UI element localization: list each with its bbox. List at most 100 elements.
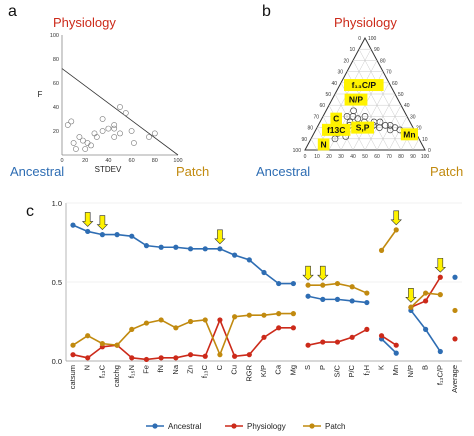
panel-b-grid-line [412,138,420,151]
panel-a-scatter: 0 20 40 60 80 100 20 40 60 80 100 STDEV F [38,33,183,174]
panel-a-point [93,134,100,140]
panel-a-x-tick: 20 [82,158,88,164]
panel-a-point [88,142,94,149]
panel-c-series-line-physiology [72,317,294,361]
panel-c-point-ancestral [143,243,150,249]
panel-c-arrow-marker [390,210,402,226]
panel-c-series-line-ancestral [380,338,397,354]
panel-c-point-ancestral [364,299,370,306]
panel-b-left-tick: 20 [343,58,349,64]
panel-c-series-line-patch [72,312,294,357]
panel-c-letter: c [26,203,34,220]
panel-c-x-label: catsum [68,365,77,389]
legend-label-physiology: Physiology [247,422,286,431]
panel-c-point-ancestral [276,280,282,287]
panel-c-point-patch [423,290,429,296]
panel-a-y-label: F [38,90,43,99]
panel-c-point-physiology [320,339,326,345]
panel-c-series-line-ancestral [72,224,294,285]
panel-c-x-label: f₁₃C [97,364,106,378]
panel-c-x-label: Cu [230,365,239,375]
panel-a-point [128,128,135,134]
panel-c-legend: Ancestral Physiology Patch [146,422,345,431]
panel-c-point-physiology [187,352,194,358]
panel-a-point [82,146,89,152]
panel-c-x-label: RGR [244,364,253,381]
panel-c-point-patch [305,282,311,288]
panel-c-point-ancestral [261,269,267,276]
panel-c-point-physiology [452,336,458,342]
panel-c-x-label: P [318,365,327,370]
panel-c-y-tick: 0.5 [52,278,62,287]
panel-c-point-ancestral [129,233,135,239]
panel-a-patch-label: Patch [176,164,209,179]
panel-b-left-tick: 40 [331,81,337,87]
panel-b-right-tick: 10 [422,137,428,143]
panel-b-ancestral-label: Ancestral [256,164,310,179]
panel-c-x-label: Average [450,365,459,393]
panel-c-point-physiology [349,334,355,340]
panel-b-grid-line [376,105,402,151]
panel-b-grid-line [310,138,318,151]
panel-c-point-patch [437,292,443,298]
panel-c-point-patch [246,312,252,318]
panel-c-point-ancestral [334,296,341,302]
panel-c-point-ancestral [99,232,105,238]
panel-b-left-tick: 70 [313,114,319,120]
panel-c-arrow-marker [405,287,417,303]
panel-c-point-ancestral [114,232,120,238]
panel-c-x-label: f₁₅N [127,365,136,378]
panel-a-point [70,140,77,146]
panel-b-right-tick: 80 [380,58,386,64]
panel-a-point [117,104,123,110]
panel-c-point-patch [378,247,385,253]
panel-a-point [79,137,86,144]
panel-c-point-ancestral [187,246,194,252]
panel-a-point [73,146,79,152]
panel-c-point-physiology [423,298,429,304]
panel-c-point-physiology [378,333,385,339]
panel-c-point-ancestral [232,252,238,258]
panel-b-label-highlight [344,79,384,92]
panel-b-physiology-label: Physiology [334,15,397,30]
panel-b-highlight-label: Mn [403,129,415,139]
panel-c-point-physiology [364,326,370,332]
panel-b-label-highlight [351,121,374,134]
panel-b-left-tick: 30 [337,70,343,76]
panel-c-point-patch [70,342,76,348]
panel-a-point [111,125,118,132]
panel-b-patch-label: Patch [430,164,463,179]
panel-c-point-patch [85,333,91,339]
panel-a-physiology-label: Physiology [53,15,116,30]
panel-c-point-patch [452,307,458,314]
panel-b-label-highlight [330,112,342,125]
panel-c-point-ancestral [393,350,399,356]
panel-c-point-physiology [246,352,252,358]
panel-c-point-patch [393,227,399,233]
panel-c-point-patch [173,325,179,331]
panel-b-left-tick: 10 [349,47,355,53]
panel-b-point [343,113,351,120]
panel-a-x-tick: 100 [173,158,182,164]
panel-b-highlight-label: f13C [327,125,345,135]
panel-c-x-label: S/C [332,364,341,377]
panel-c-point-patch [320,282,326,288]
panel-c-point-ancestral [158,244,164,250]
panel-b-highlight-label: f₁₃C/P [352,80,377,90]
panel-b-bottom-tick: 40 [350,154,356,160]
panel-b-right-tick: 50 [398,92,404,98]
panel-b-bottom-tick: 100 [421,154,430,160]
panel-b-bottom-tick: 80 [398,154,404,160]
panel-b-right-tick: 60 [392,81,398,87]
panel-b-label-highlight [400,128,418,141]
panel-c-point-ancestral [437,348,443,355]
panel-a-point [111,122,118,128]
panel-b-bottom-tick: 0 [304,154,307,160]
panel-b-bottom-tick: 90 [410,154,416,160]
panel-c-x-label: K [377,365,386,370]
panel-c-series-line-physiology [381,335,397,346]
panel-c-point-ancestral [305,293,311,299]
panel-c-point-physiology [158,355,164,361]
